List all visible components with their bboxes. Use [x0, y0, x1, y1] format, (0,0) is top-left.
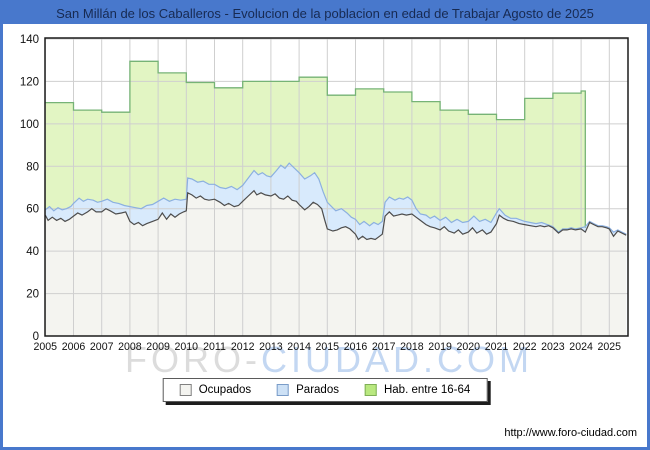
chart-title: San Millán de los Caballeros - Evolucion…: [56, 6, 594, 21]
svg-text:2015: 2015: [316, 341, 340, 353]
svg-text:2014: 2014: [287, 341, 311, 353]
legend: Ocupados Parados Hab. entre 16-64: [162, 378, 488, 402]
svg-text:2013: 2013: [259, 341, 283, 353]
plot-frame: [44, 37, 629, 337]
watermark-part-1: FORO-: [125, 339, 261, 380]
svg-text:2019: 2019: [428, 341, 452, 353]
area-fills: [45, 61, 627, 337]
title-bar: San Millán de los Caballeros - Evolucion…: [3, 3, 647, 24]
svg-text:2023: 2023: [541, 341, 565, 353]
legend-label-ocupados: Ocupados: [198, 384, 252, 396]
footer-url: http://www.foro-ciudad.com: [504, 427, 637, 439]
svg-text:120: 120: [20, 76, 39, 88]
svg-text:2006: 2006: [62, 341, 86, 353]
series-strokes: [44, 60, 627, 241]
svg-text:2016: 2016: [344, 341, 368, 353]
svg-text:2007: 2007: [90, 341, 114, 353]
svg-text:2010: 2010: [175, 341, 199, 353]
svg-text:2011: 2011: [203, 341, 226, 353]
svg-text:2005: 2005: [34, 341, 58, 353]
svg-text:60: 60: [26, 204, 39, 216]
svg-text:40: 40: [26, 246, 39, 258]
svg-text:100: 100: [20, 119, 39, 131]
svg-text:20: 20: [26, 289, 39, 301]
axis-labels: 0 20 40 60 80 100 120 140 2005 2006 2007 2008 2009 20…: [20, 34, 621, 353]
svg-text:80: 80: [26, 161, 39, 173]
legend-swatch-hab: [364, 384, 377, 396]
watermark: FORO-CIUDAD.COM: [125, 342, 533, 378]
legend-label-parados: Parados: [296, 384, 339, 396]
svg-text:140: 140: [20, 34, 39, 46]
svg-text:2008: 2008: [118, 341, 142, 353]
watermark-part-2: CIUDAD.COM: [260, 339, 533, 380]
svg-text:2018: 2018: [400, 341, 424, 353]
svg-text:2024: 2024: [569, 341, 593, 353]
svg-text:2012: 2012: [231, 341, 255, 353]
svg-text:2017: 2017: [372, 341, 396, 353]
svg-text:2025: 2025: [598, 341, 622, 353]
svg-text:2022: 2022: [513, 341, 537, 353]
legend-swatch-parados: [277, 384, 290, 396]
legend-item-ocupados: Ocupados: [179, 384, 252, 396]
svg-text:2020: 2020: [457, 341, 481, 353]
svg-text:2021: 2021: [485, 341, 509, 353]
legend-item-parados: Parados: [277, 384, 339, 396]
legend-swatch-ocupados: [179, 384, 192, 396]
svg-text:2009: 2009: [146, 341, 170, 353]
legend-item-hab: Hab. entre 16-64: [364, 384, 471, 396]
legend-label-hab: Hab. entre 16-64: [383, 384, 471, 396]
population-chart: 0 20 40 60 80 100 120 140 2005 2006 2007 2008 2009 20…: [20, 34, 629, 353]
svg-text:0: 0: [33, 331, 39, 343]
